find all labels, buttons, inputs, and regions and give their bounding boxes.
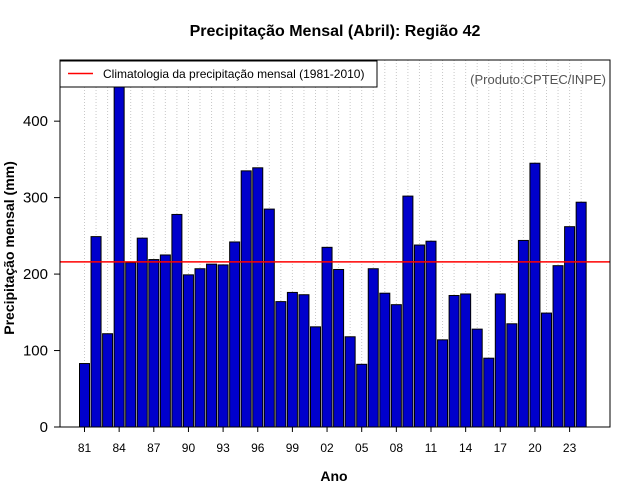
x-tick-label: 81: [78, 441, 92, 455]
y-tick-label: 200: [23, 266, 48, 283]
y-tick-label: 300: [23, 190, 48, 207]
bar-1982: [90, 236, 102, 428]
x-tick-label: 17: [494, 441, 508, 455]
bar-2012: [437, 339, 449, 428]
y-tick-label: 100: [23, 343, 48, 360]
bar-2015: [471, 328, 483, 428]
bar-1983: [102, 333, 114, 428]
x-tick-label: 84: [112, 441, 126, 455]
x-tick-label: 11: [425, 441, 438, 455]
bar-1998: [275, 301, 287, 428]
x-tick-label: 23: [563, 441, 577, 455]
bar-1989: [171, 213, 183, 428]
bar-1988: [159, 254, 171, 428]
x-axis: 81 84 87 90 93 96 99 02 05 08 11 14 17 20 23: [78, 427, 577, 455]
bar-2008: [390, 304, 402, 428]
y-tick-label: 400: [23, 113, 48, 130]
x-tick-label: 05: [355, 441, 369, 455]
bar-1986: [136, 237, 148, 428]
bar-1991: [194, 268, 206, 428]
bar-2019: [517, 239, 529, 428]
bar-1992: [206, 263, 218, 428]
bar-1993: [217, 264, 229, 428]
x-tick-label: 14: [459, 441, 473, 455]
bar-2014: [460, 293, 472, 428]
bar-1984: [113, 84, 125, 428]
bar-2013: [448, 294, 460, 428]
x-tick-label: 90: [182, 441, 196, 455]
bar-2005: [356, 363, 368, 428]
bar-1996: [252, 167, 264, 428]
bar-2021: [541, 312, 552, 428]
bar-2002: [321, 246, 333, 428]
y-tick-label: 0: [40, 419, 48, 436]
x-tick-label: 08: [390, 441, 404, 455]
bar-2003: [333, 268, 345, 428]
legend-box: [59, 60, 378, 88]
bar-2017: [494, 293, 506, 428]
bar-2010: [413, 244, 425, 428]
bar-1994: [229, 241, 241, 428]
bar-2006: [367, 268, 379, 428]
chart-title: Precipitação Mensal (Abril): Região 42: [190, 23, 481, 40]
source-annotation: (Produto:CPTEC/INPE): [470, 72, 606, 87]
legend-label: Climatologia da precipitação mensal (198…: [103, 67, 364, 81]
x-axis-title: Ano: [320, 468, 347, 484]
y-axis-title: Precipitação mensal (mm): [1, 161, 17, 335]
x-tick-label: 02: [320, 441, 334, 455]
bar-1999: [286, 291, 298, 428]
bar-2023: [564, 226, 576, 428]
x-tick-label: 99: [286, 441, 300, 455]
x-tick-label: 87: [147, 441, 161, 455]
x-tick-label: 96: [251, 441, 265, 455]
x-tick-label: 20: [528, 441, 542, 455]
bar-2009: [402, 195, 414, 428]
y-axis: 0 100 200 300 400: [23, 113, 60, 436]
bar-1987: [148, 259, 160, 428]
legend: Climatologia da precipitação mensal (198…: [59, 60, 378, 88]
bar-2022: [552, 265, 564, 428]
bar-2004: [344, 336, 356, 428]
bar-1990: [182, 274, 194, 428]
bar-1997: [263, 208, 275, 428]
bar-1985: [125, 262, 137, 428]
bar-2000: [298, 294, 310, 428]
bar-1995: [240, 170, 252, 428]
bar-2007: [379, 292, 391, 428]
bar-2001: [310, 326, 321, 428]
x-tick-label: 93: [216, 441, 230, 455]
bar-2016: [483, 357, 495, 428]
bar-1981: [79, 363, 90, 428]
bar-2011: [425, 240, 437, 428]
bar-2020: [529, 162, 541, 428]
plot-frame: [59, 59, 611, 428]
bar-2024: [575, 201, 587, 428]
bars: [79, 84, 587, 428]
bar-2018: [506, 323, 518, 428]
